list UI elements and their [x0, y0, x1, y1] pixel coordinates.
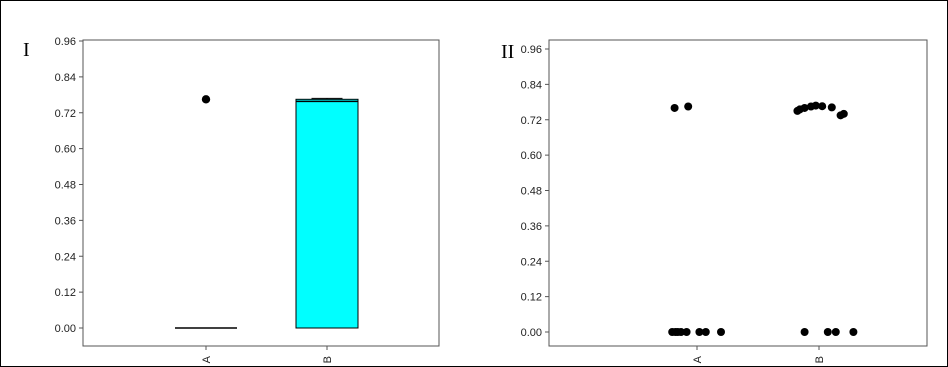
data-point	[682, 328, 691, 336]
y-tick-label: 0.12	[521, 292, 542, 304]
y-tick-label: 0.60	[521, 150, 542, 162]
data-point	[695, 328, 704, 336]
data-point	[827, 103, 836, 112]
panel-label: I	[23, 39, 30, 61]
y-tick-label: 0.36	[521, 221, 542, 233]
y-tick-label: 0.72	[55, 108, 76, 120]
y-tick-label: 0.24	[55, 251, 76, 263]
data-point	[800, 103, 809, 112]
y-tick-label: 0.36	[55, 215, 76, 227]
x-category-label: B	[322, 356, 334, 363]
data-point	[717, 328, 725, 336]
data-point	[684, 102, 693, 111]
y-tick-label: 0.00	[521, 327, 542, 339]
box-b	[295, 98, 359, 329]
plot-area-border	[82, 39, 440, 347]
y-tick-label: 0.84	[55, 72, 76, 84]
panel-ii-dot-plot: II 0.00 0.12 0.24 0.36 0.48 0.60 0.72 0.84 0.96 A B	[501, 39, 928, 363]
x-category-label: A	[692, 355, 704, 363]
y-tick-label: 0.24	[521, 256, 542, 268]
x-category-label: B	[814, 356, 826, 363]
outlier-point	[201, 95, 211, 104]
y-tick-label: 0.96	[521, 44, 542, 56]
data-point	[849, 328, 858, 336]
y-tick-label: 0.60	[55, 144, 76, 156]
data-point	[670, 103, 679, 112]
y-tick-label: 0.48	[521, 186, 542, 198]
data-point	[701, 328, 710, 336]
data-point	[839, 109, 848, 118]
y-tick-label: 0.00	[55, 323, 76, 335]
panel-i-box-plot: I 0.00 0.12 0.24 0.36 0.48 0.60 0.72 0.84 0.96 A B	[23, 36, 440, 363]
data-point	[823, 328, 832, 336]
y-tick-label: 0.48	[55, 180, 76, 192]
y-tick-label: 0.72	[521, 115, 542, 127]
y-tick-label: 0.12	[55, 287, 76, 299]
data-point	[818, 102, 827, 111]
data-point	[831, 328, 840, 336]
x-category-label: A	[201, 355, 213, 363]
data-point	[800, 328, 809, 336]
plot-area-border	[548, 39, 928, 347]
y-tick-label: 0.96	[55, 36, 76, 48]
data-point	[811, 101, 820, 110]
data-point	[677, 328, 685, 336]
panel-label: II	[501, 41, 514, 63]
y-tick-label: 0.84	[521, 79, 542, 91]
